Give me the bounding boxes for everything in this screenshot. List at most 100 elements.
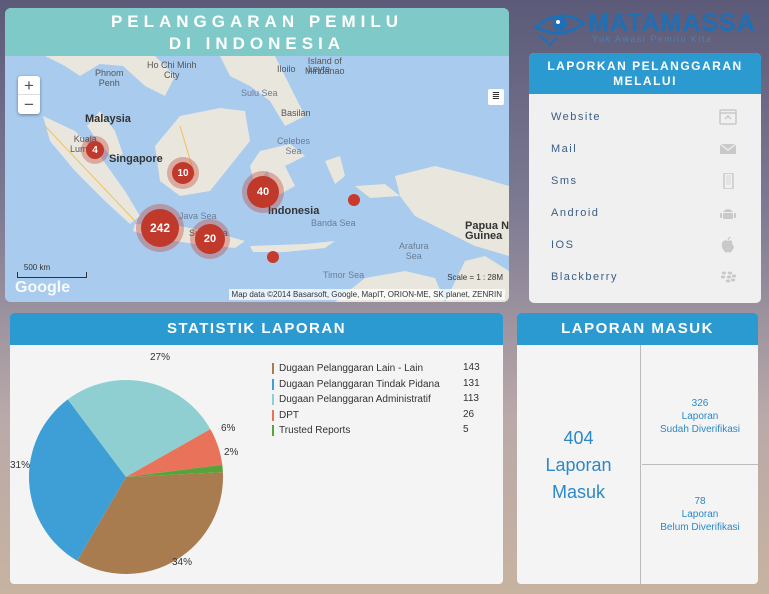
legend-swatch: [272, 378, 274, 390]
apple-icon: [721, 237, 734, 253]
report-marker[interactable]: [267, 251, 279, 263]
channel-label: Blackberry: [551, 271, 618, 283]
website-icon: [719, 109, 737, 125]
channels-heading: LAPORKAN PELANGGARAN MELALUI: [529, 53, 761, 94]
total-reports: 404 Laporan Masuk: [517, 345, 641, 584]
mail-icon: [719, 143, 737, 154]
channel-label: IOS: [551, 239, 575, 251]
cluster-marker[interactable]: 10: [172, 162, 194, 184]
map-attribution[interactable]: Map data ©2014 Basarsoft, Google, MapIT,…: [228, 289, 505, 300]
total-line1: Laporan: [545, 455, 612, 475]
pie-slice[interactable]: [126, 429, 223, 477]
channel-blackberry[interactable]: Blackberry: [529, 261, 761, 293]
label-sulu-sea: Sulu Sea: [241, 88, 278, 98]
report-marker[interactable]: [348, 194, 360, 206]
channel-website[interactable]: Website: [529, 101, 761, 133]
legend-value: 113: [463, 393, 479, 404]
zoom-in-button[interactable]: +: [18, 76, 40, 95]
label-singapore: Singapore: [109, 153, 163, 165]
pie-slice[interactable]: [77, 472, 224, 574]
channel-label: Website: [551, 111, 602, 123]
statistics-panel: STATISTIK LAPORAN 27% 31% 34% 6% 2% Duga…: [10, 313, 503, 584]
unverified-line2: Belum Diverifikasi: [660, 522, 740, 533]
legend-swatch: [272, 425, 274, 437]
legend-item[interactable]: Dugaan Pelanggaran Tindak Pidana 131: [272, 377, 482, 393]
google-logo: Google: [15, 279, 71, 296]
cluster-marker[interactable]: 4: [86, 141, 104, 159]
legend-item[interactable]: DPT 26: [272, 408, 482, 424]
legend-value: 143: [463, 362, 480, 373]
label-kuala-lumpur: Kuala Lumpur: [70, 134, 101, 154]
scale-bar: 500 km: [17, 263, 87, 278]
pie-label-6: 6%: [221, 423, 236, 434]
pie-slice[interactable]: [126, 464, 223, 477]
unverified-number: 78: [694, 496, 706, 507]
channel-ios[interactable]: IOS: [529, 229, 761, 261]
logo-tagline: Yuk Awasi Pemilu Kita: [592, 34, 713, 44]
channel-label: Mail: [551, 143, 578, 155]
map-title-line1: PELANGGARAN PEMILU: [110, 12, 404, 31]
legend-value: 26: [463, 408, 475, 420]
legend-label: Dugaan Pelanggaran Tindak Pidana: [279, 378, 440, 390]
scale-line: [17, 272, 87, 278]
legend-swatch: [272, 363, 274, 375]
map-title-line2: DI INDONESIA: [168, 34, 346, 53]
total-number: 404: [563, 428, 594, 448]
label-phnom-penh: Phnom Penh: [95, 68, 124, 88]
pie-slice[interactable]: [67, 380, 211, 477]
cluster-marker[interactable]: 20: [195, 224, 225, 254]
eye-logo-icon: [533, 14, 587, 47]
channel-android[interactable]: Android: [529, 197, 761, 229]
label-mindanao: Island of Mindanao: [305, 56, 345, 76]
legend-value: 131: [463, 377, 480, 389]
legend-swatch: [272, 394, 274, 406]
legend-swatch: [272, 409, 274, 421]
verified-line2: Sudah Diverifikasi: [659, 424, 741, 435]
phone-icon: [723, 173, 734, 189]
map-view[interactable]: + − ≣ Phnom Penh Ho Chi Minh City Malays…: [5, 56, 509, 302]
legend-label: DPT: [279, 409, 299, 421]
scale-label: 500 km: [23, 263, 51, 272]
legend-item[interactable]: Dugaan Pelanggaran Lain - Lain 143: [272, 361, 482, 377]
zoom-out-button[interactable]: −: [24, 95, 34, 114]
logo[interactable]: MATAMASSA Yuk Awasi Pemilu Kita: [530, 5, 760, 47]
pie-label-31: 31%: [10, 460, 31, 471]
unverified-line1: Laporan: [681, 509, 719, 520]
label-basilan: Basilan: [281, 108, 311, 118]
label-malaysia: Malaysia: [85, 113, 131, 125]
logo-name: MATAMASSA: [588, 9, 756, 37]
incoming-reports-panel: LAPORAN MASUK 404 Laporan Masuk 326 Lapo…: [517, 313, 758, 584]
label-timor-sea: Timor Sea: [323, 270, 365, 280]
map-title: PELANGGARAN PEMILU DI INDONESIA: [5, 8, 509, 56]
label-iloilo: Iloilo: [277, 64, 296, 74]
label-arafura-sea: Arafura Sea: [399, 241, 429, 261]
legend-label: Dugaan Pelanggaran Administratif: [279, 394, 431, 406]
label-banda-sea: Banda Sea: [311, 218, 356, 228]
chart-legend: Dugaan Pelanggaran Lain - Lain 143 Dugaa…: [272, 361, 482, 439]
scale-text: Scale = 1 : 28M: [447, 273, 503, 282]
legend-item[interactable]: Trusted Reports 5: [272, 423, 482, 439]
channel-label: Sms: [551, 175, 578, 187]
cluster-marker[interactable]: 40: [247, 176, 279, 208]
layers-icon[interactable]: ≣: [488, 89, 504, 105]
zoom-control: + −: [18, 76, 40, 114]
legend-label: Dugaan Pelanggaran Lain - Lain: [279, 363, 423, 375]
legend-item[interactable]: Dugaan Pelanggaran Administratif 113: [272, 392, 482, 408]
label-ho-chi-minh: Ho Chi Minh City: [147, 60, 197, 80]
channel-mail[interactable]: Mail: [529, 133, 761, 165]
verified-reports: 326 Laporan Sudah Diverifikasi: [642, 345, 758, 465]
label-leyte: Leyte: [308, 64, 331, 74]
label-java-sea: Java Sea: [179, 211, 217, 221]
label-papua-new-guinea: Papua Ne Guinea: [465, 220, 509, 242]
incoming-heading: LAPORAN MASUK: [517, 313, 758, 345]
total-line2: Masuk: [551, 482, 605, 502]
channel-sms[interactable]: Sms: [529, 165, 761, 197]
legend-label: Trusted Reports: [279, 425, 351, 437]
channel-label: Android: [551, 207, 600, 219]
cluster-marker[interactable]: 242: [141, 209, 179, 247]
verified-line1: Laporan: [681, 411, 719, 422]
map-panel: PELANGGARAN PEMILU DI INDONESIA: [5, 8, 509, 302]
pie-slice[interactable]: [29, 399, 126, 561]
label-indonesia: Indonesia: [268, 205, 320, 217]
unverified-reports: 78 Laporan Belum Diverifikasi: [642, 465, 758, 584]
